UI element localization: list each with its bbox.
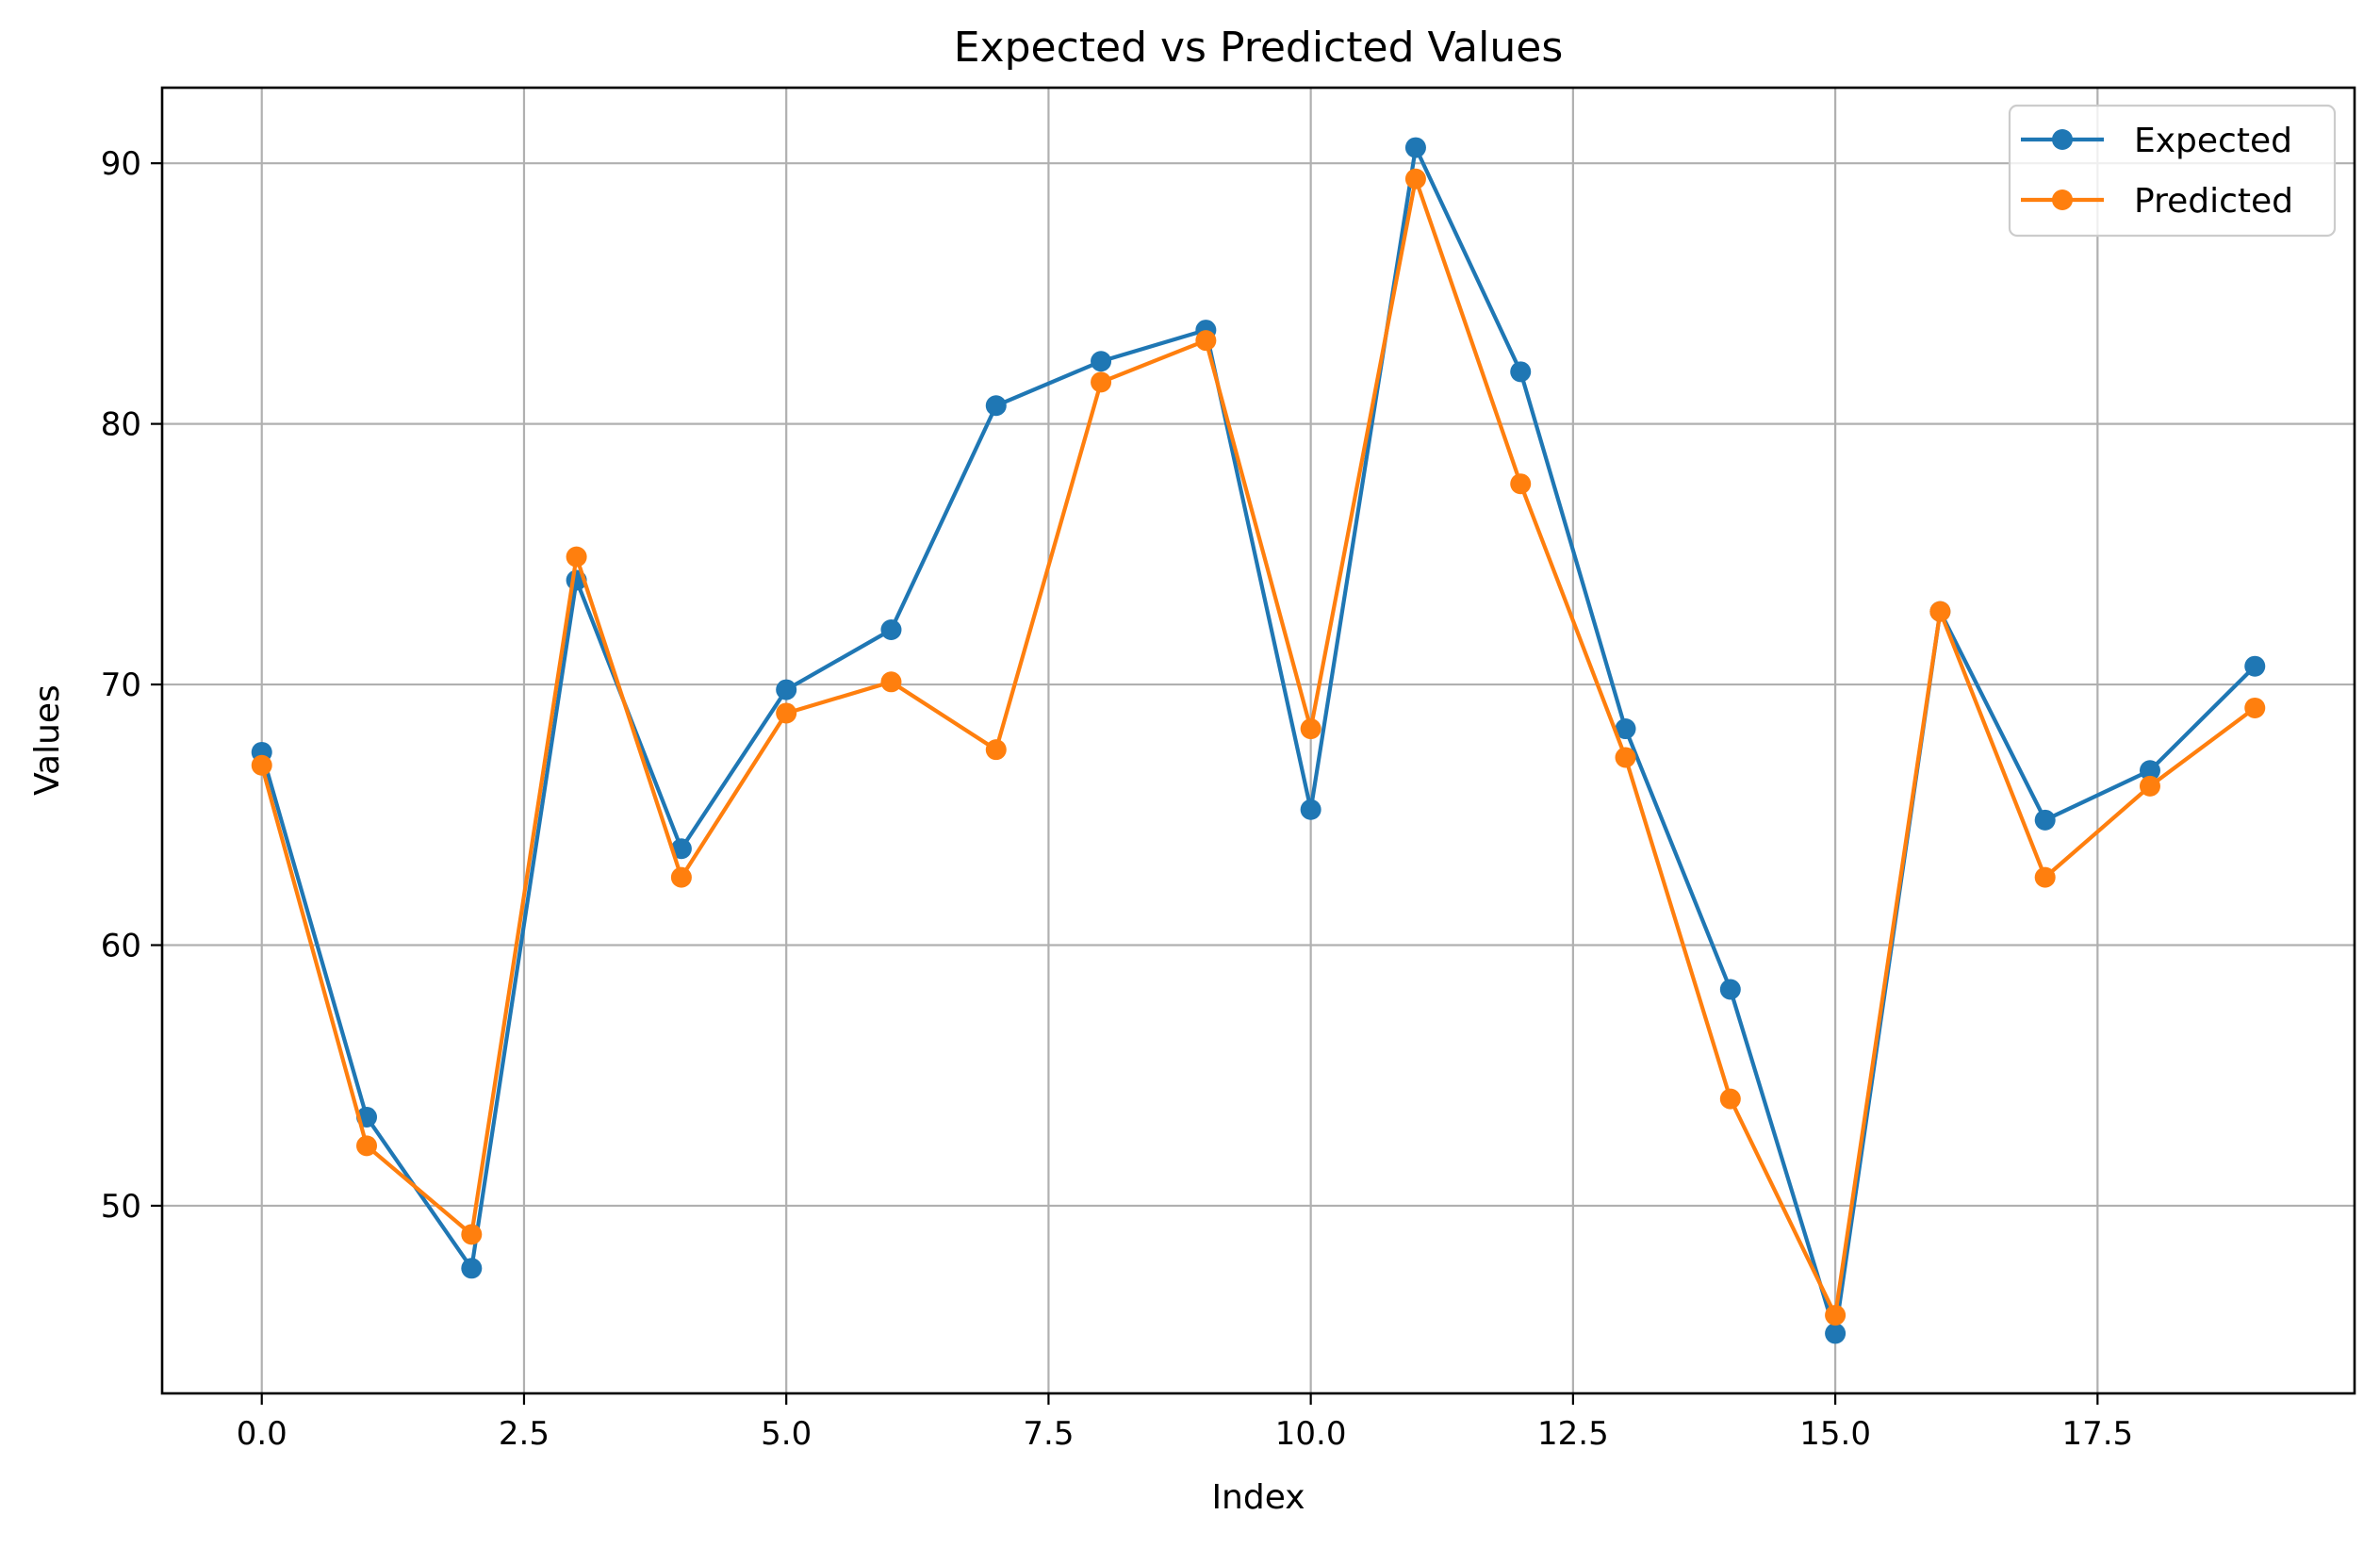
data-point-predicted [1719,1088,1741,1110]
x-tick-label: 0.0 [237,1415,287,1453]
x-tick-label: 12.5 [1537,1415,1609,1453]
data-point-predicted [670,866,692,888]
legend: Expected Predicted [2008,104,2337,238]
x-tick-label: 15.0 [1799,1415,1871,1453]
data-point-predicted [1510,473,1532,495]
x-tick-label: 10.0 [1275,1415,1347,1453]
legend-entry-predicted: Predicted [2021,182,2293,221]
x-tick-label: 17.5 [2061,1415,2133,1453]
data-point-expected [880,619,902,641]
data-point-expected [1300,799,1321,820]
data-point-predicted [1091,371,1112,393]
data-point-predicted [2139,775,2160,797]
data-point-predicted [2244,697,2266,718]
legend-label-predicted: Predicted [2134,182,2293,221]
data-point-predicted [985,739,1007,761]
x-tick-label: 2.5 [499,1415,550,1453]
legend-label-expected: Expected [2134,122,2292,160]
y-tick-label: 50 [101,1188,141,1226]
data-point-expected [1825,1323,1847,1344]
data-point-predicted [1300,718,1321,740]
data-point-expected [670,838,692,860]
data-point-predicted [251,754,272,776]
data-point-predicted [461,1224,483,1245]
data-point-predicted [1195,330,1217,352]
x-axis-ticks: 0.0 2.5 5.0 7.5 10.0 12.5 15.0 17.5 [237,1393,2133,1453]
data-point-expected [461,1258,483,1279]
series-line-expected [259,145,2257,1336]
series-predicted [251,168,2266,1326]
grid [162,88,2355,1393]
series-line-predicted [259,176,2257,1318]
data-point-predicted [776,702,797,724]
data-point-expected [2139,760,2160,782]
data-point-predicted [1929,601,1951,622]
data-point-predicted [356,1135,378,1157]
y-axis-ticks: 50 60 70 80 90 [101,145,162,1226]
data-point-expected [1091,351,1112,372]
data-point-predicted [1615,747,1636,768]
legend-marker-predicted [2052,189,2073,210]
data-point-expected [1719,979,1741,1000]
chart-title: Expected vs Predicted Values [954,24,1564,72]
data-point-expected [2244,655,2266,677]
data-point-predicted [2034,866,2056,888]
series-expected [251,137,2266,1344]
y-axis-label: Values [28,684,67,796]
data-point-expected [985,395,1007,417]
x-axis-label: Index [1211,1478,1305,1517]
data-point-predicted [1825,1305,1847,1326]
x-tick-label: 7.5 [1023,1415,1074,1453]
data-point-expected [2034,809,2056,831]
x-tick-label: 5.0 [761,1415,812,1453]
y-tick-label: 70 [101,667,141,704]
legend-entry-expected: Expected [2021,122,2292,160]
data-point-predicted [566,546,587,568]
y-tick-label: 60 [101,928,141,965]
data-point-expected [1510,361,1532,383]
data-point-expected [776,679,797,700]
series-layer [251,137,2266,1344]
y-tick-label: 80 [101,406,141,444]
legend-marker-expected [2052,129,2073,150]
data-point-expected [1404,137,1426,158]
data-point-predicted [1404,168,1426,189]
data-point-predicted [880,671,902,693]
y-tick-label: 90 [101,145,141,183]
data-point-expected [1615,718,1636,740]
axes-frame [160,86,2356,1395]
